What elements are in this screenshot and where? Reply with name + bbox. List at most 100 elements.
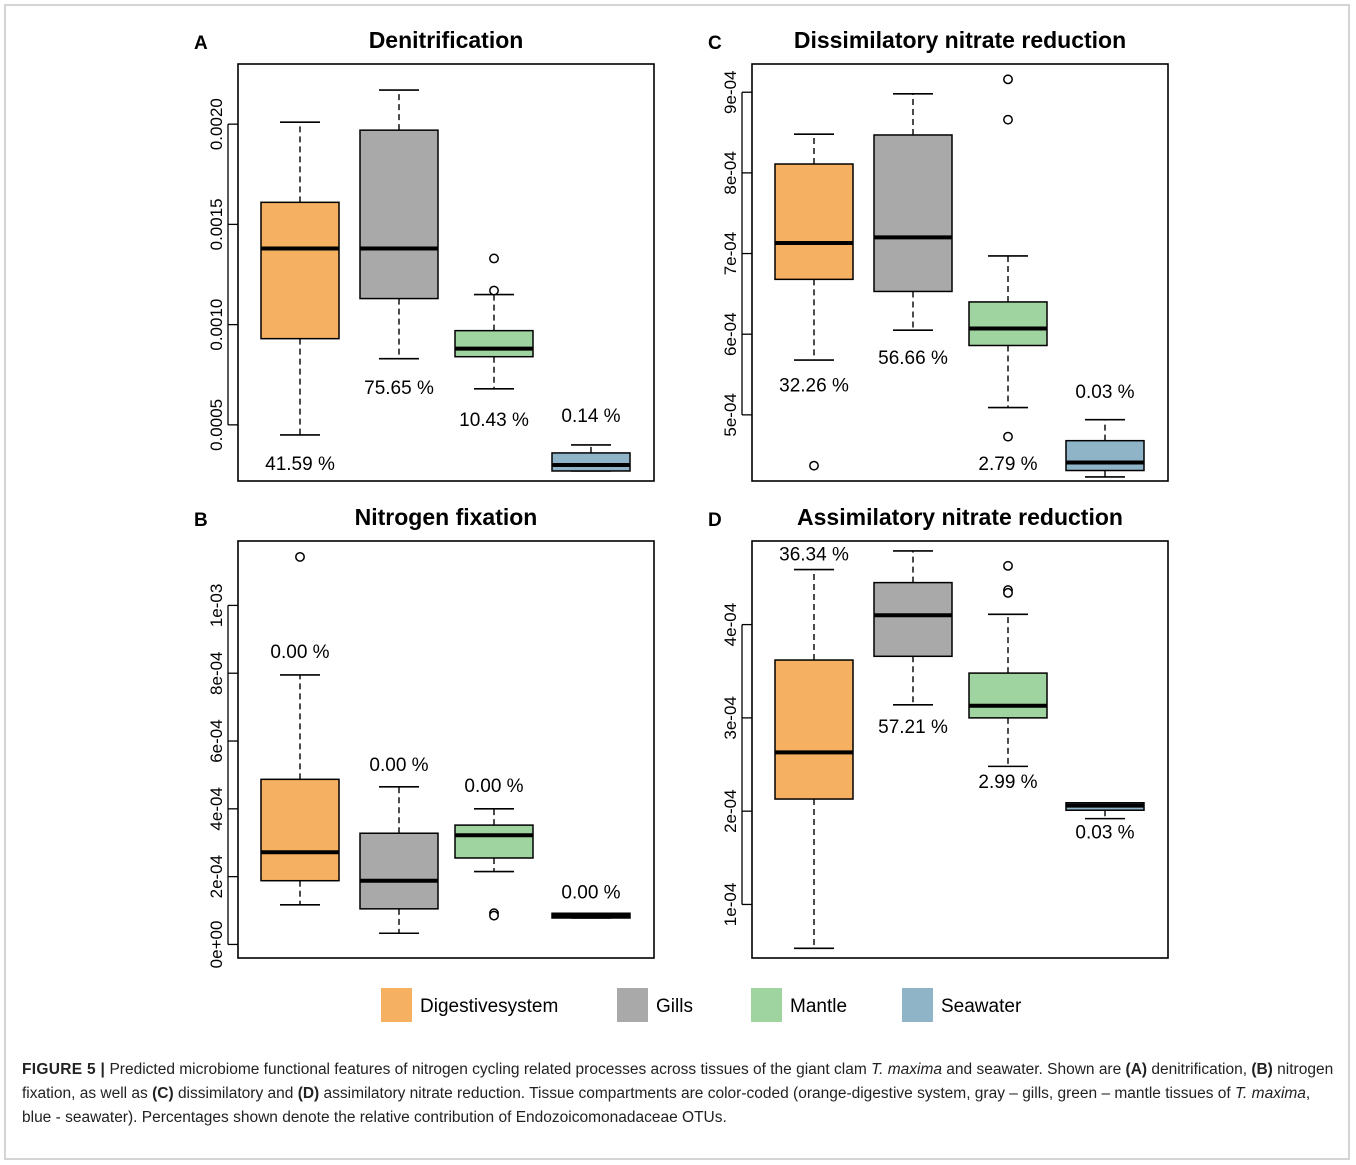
legend-swatch [617, 988, 648, 1022]
y-tick-label: 1e-04 [721, 883, 740, 926]
percentage-label: 32.26 % [779, 376, 849, 397]
box-seawater: 0.00 % [551, 883, 631, 919]
y-tick-label: 2e-04 [207, 855, 226, 898]
percentage-label: 57.21 % [878, 717, 948, 738]
percentage-label: 10.43 % [459, 410, 529, 431]
y-tick-label: 4e-04 [721, 603, 740, 646]
percentage-label: 41.59 % [265, 454, 335, 475]
box-gills: 75.65 % [359, 89, 439, 399]
panel-A: Denitrification A 0.0005 0.0010 0.0015 0.0020… [194, 27, 655, 482]
outlier-point [1003, 560, 1013, 571]
caption-species-1: T. maxima [871, 1061, 942, 1078]
panel-title: Assimilatory nitrate reduction [797, 504, 1123, 530]
plot-frame [751, 540, 1169, 959]
caption-text-4: nitrogen fixation, as well as [22, 1061, 1334, 1102]
figure-svg: Denitrification A 0.0005 0.0010 0.0015 0.0020… [194, 27, 1169, 1022]
outlier-point [1003, 587, 1013, 598]
legend-label: Gills [656, 996, 693, 1017]
box-iqr [454, 329, 534, 358]
outlier-point [489, 910, 499, 921]
box-iqr [1065, 439, 1145, 472]
box-mantle: 2.79 % [968, 74, 1048, 475]
percentage-label: 2.99 % [978, 772, 1037, 793]
box-gills: 0.00 % [359, 755, 439, 935]
plot-frame [237, 63, 655, 482]
percentage-label: 36.34 % [779, 545, 849, 566]
panel-letter: B [194, 510, 208, 531]
y-tick-label: 1e-03 [207, 584, 226, 627]
caption-ref-b: (B) [1251, 1061, 1273, 1078]
panel-title: Denitrification [369, 27, 524, 53]
box-digestivesystem: 36.34 % [774, 545, 854, 950]
box-seawater: 0.14 % [551, 406, 631, 472]
box-iqr [774, 659, 854, 800]
box-mantle: 10.43 % [454, 253, 534, 431]
y-tick-label: 9e-04 [721, 70, 740, 113]
box-iqr [873, 581, 953, 658]
y-tick-label: 3e-04 [721, 696, 740, 739]
y-tick-label: 4e-04 [207, 787, 226, 830]
y-tick-label: 0.0015 [207, 198, 226, 250]
percentage-label: 75.65 % [364, 378, 434, 399]
y-tick-label: 0e+00 [207, 921, 226, 969]
box-digestivesystem: 0.00 % [260, 551, 340, 906]
percentage-label: 0.00 % [464, 776, 523, 797]
panel-title: Dissimilatory nitrate reduction [794, 27, 1126, 53]
caption-text-5: dissimilatory and [177, 1085, 294, 1102]
legend-swatch [381, 988, 412, 1022]
caption-text-7: , blue - seawater). Percentages shown de… [22, 1085, 1311, 1126]
plot-frame [237, 540, 655, 959]
panel-letter: A [194, 33, 208, 54]
percentage-label: 0.00 % [270, 642, 329, 663]
box-seawater: 0.03 % [1065, 382, 1145, 478]
y-tick-label: 8e-04 [207, 651, 226, 694]
y-tick-label: 0.0010 [207, 299, 226, 351]
figure-frame [4, 4, 1350, 1160]
outlier-point [1003, 74, 1013, 85]
box-iqr [359, 129, 439, 300]
y-tick-label: 5e-04 [721, 393, 740, 436]
legend-swatch [751, 988, 782, 1022]
box-seawater: 0.03 % [1065, 801, 1145, 844]
outlier-point [1003, 114, 1013, 125]
outlier-point [295, 551, 305, 562]
box-gills: 56.66 % [873, 93, 953, 369]
caption-ref-d: (D) [297, 1085, 320, 1102]
box-iqr [359, 832, 439, 910]
percentage-label: 2.79 % [978, 454, 1037, 475]
box-iqr [260, 201, 340, 340]
box-iqr [551, 452, 631, 472]
figure-label: FIGURE 5 | [22, 1061, 106, 1078]
y-tick-label: 0.0005 [207, 399, 226, 451]
box-iqr [454, 824, 534, 859]
legend-swatch [902, 988, 933, 1022]
panel-letter: D [708, 510, 722, 531]
percentage-label: 56.66 % [878, 348, 948, 369]
panel-letter: C [708, 33, 722, 54]
box-digestivesystem: 41.59 % [260, 121, 340, 475]
percentage-label: 0.03 % [1075, 823, 1134, 844]
panel-D: Assimilatory nitrate reduction D 1e-04 2e-0… [708, 504, 1169, 959]
percentage-label: 0.03 % [1075, 382, 1134, 403]
legend-label: Mantle [790, 996, 847, 1017]
panel-B: Nitrogen fixation B 0e+00 2e-04 4e-04 6e-04 8e… [194, 504, 655, 969]
caption-ref-c: (C) [152, 1085, 174, 1102]
box-gills: 57.21 % [873, 550, 953, 738]
caption-text-6: assimilatory nitrate reduction. Tissue c… [323, 1085, 1231, 1102]
y-tick-label: 6e-04 [721, 312, 740, 355]
box-iqr [968, 672, 1048, 719]
figure-caption: FIGURE 5 | Predicted microbiome function… [22, 1058, 1334, 1130]
caption-ref-a: (A) [1125, 1061, 1148, 1078]
box-mantle: 0.00 % [454, 776, 534, 921]
y-tick-label: 2e-04 [721, 789, 740, 832]
legend: Digestivesystem Gills Mantle Seawater [381, 988, 1022, 1022]
caption-text-2: and seawater. Shown are [946, 1061, 1122, 1078]
box-iqr [873, 134, 953, 293]
box-mantle: 2.99 % [968, 560, 1048, 793]
outlier-point [489, 285, 499, 296]
y-tick-label: 8e-04 [721, 151, 740, 194]
y-tick-label: 6e-04 [207, 719, 226, 762]
caption-species-2: T. maxima [1235, 1085, 1306, 1102]
outlier-point [1003, 431, 1013, 442]
plot-frame [751, 63, 1169, 482]
